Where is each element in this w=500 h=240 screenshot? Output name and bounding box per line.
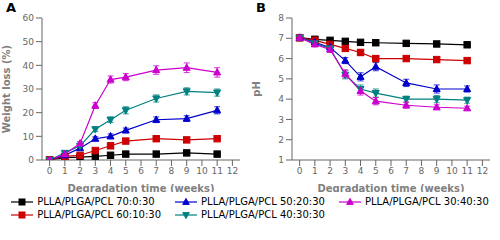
svg-text:7: 7 [278, 33, 284, 43]
svg-text:0: 0 [297, 166, 303, 176]
svg-text:6: 6 [388, 166, 394, 176]
svg-text:0: 0 [28, 155, 34, 165]
svg-text:2: 2 [77, 166, 83, 176]
svg-text:7: 7 [153, 166, 159, 176]
svg-text:6: 6 [278, 54, 284, 64]
svg-text:60: 60 [23, 13, 35, 23]
svg-text:Degradation time (weeks): Degradation time (weeks) [318, 183, 465, 192]
html-text:B: B [256, 0, 266, 15]
html-text:PLLA/PLGA/PCL 60:10:30: PLLA/PLGA/PCL 60:10:30 [37, 209, 162, 220]
svg-text:8: 8 [169, 166, 175, 176]
svg-text:20: 20 [23, 108, 35, 118]
svg-text:40: 40 [23, 61, 35, 71]
svg-text:8: 8 [278, 13, 284, 23]
svg-text:1: 1 [312, 166, 318, 176]
svg-text:5: 5 [373, 166, 379, 176]
svg-text:4: 4 [358, 166, 364, 176]
svg-text:5: 5 [123, 166, 129, 176]
svg-text:4: 4 [278, 94, 284, 104]
svg-text:7: 7 [403, 166, 409, 176]
svg-text:50: 50 [23, 37, 35, 47]
html-text:A: A [6, 0, 17, 15]
svg-text:Weight loss (%): Weight loss (%) [8, 45, 12, 133]
svg-text:8: 8 [419, 166, 425, 176]
svg-text:9: 9 [184, 166, 190, 176]
svg-text:3: 3 [92, 166, 98, 176]
svg-text:30: 30 [23, 84, 35, 94]
svg-text:5: 5 [278, 74, 284, 84]
html-text:PLLA/PLGA/PCL 50:20:30: PLLA/PLGA/PCL 50:20:30 [201, 196, 325, 207]
svg-text:10: 10 [196, 166, 208, 176]
svg-text:2: 2 [327, 166, 333, 176]
svg-text:11: 11 [461, 166, 472, 176]
html-text:PLLA/PLGA/PCL 30:40:30: PLLA/PLGA/PCL 30:40:30 [364, 196, 489, 207]
svg-text:1: 1 [62, 166, 68, 176]
html-text:PLLA/PLGA/PCL 40:30:30: PLLA/PLGA/PCL 40:30:30 [201, 209, 325, 220]
svg-text:Degradation time (weeks): Degradation time (weeks) [68, 183, 215, 192]
svg-text:2: 2 [278, 135, 284, 145]
svg-text:11: 11 [211, 166, 222, 176]
svg-text:12: 12 [227, 166, 238, 176]
svg-text:12: 12 [477, 166, 488, 176]
svg-text:6: 6 [138, 166, 144, 176]
svg-text:10: 10 [446, 166, 458, 176]
svg-text:9: 9 [434, 166, 440, 176]
svg-text:1: 1 [278, 155, 284, 165]
svg-text:10: 10 [23, 132, 35, 142]
html-text:PLLA/PLGA/PCL 70:0:30: PLLA/PLGA/PCL 70:0:30 [37, 196, 155, 207]
svg-text:pH: pH [251, 81, 262, 97]
svg-text:3: 3 [278, 115, 284, 125]
svg-text:4: 4 [108, 166, 114, 176]
svg-text:3: 3 [342, 166, 348, 176]
svg-text:0: 0 [47, 166, 53, 176]
